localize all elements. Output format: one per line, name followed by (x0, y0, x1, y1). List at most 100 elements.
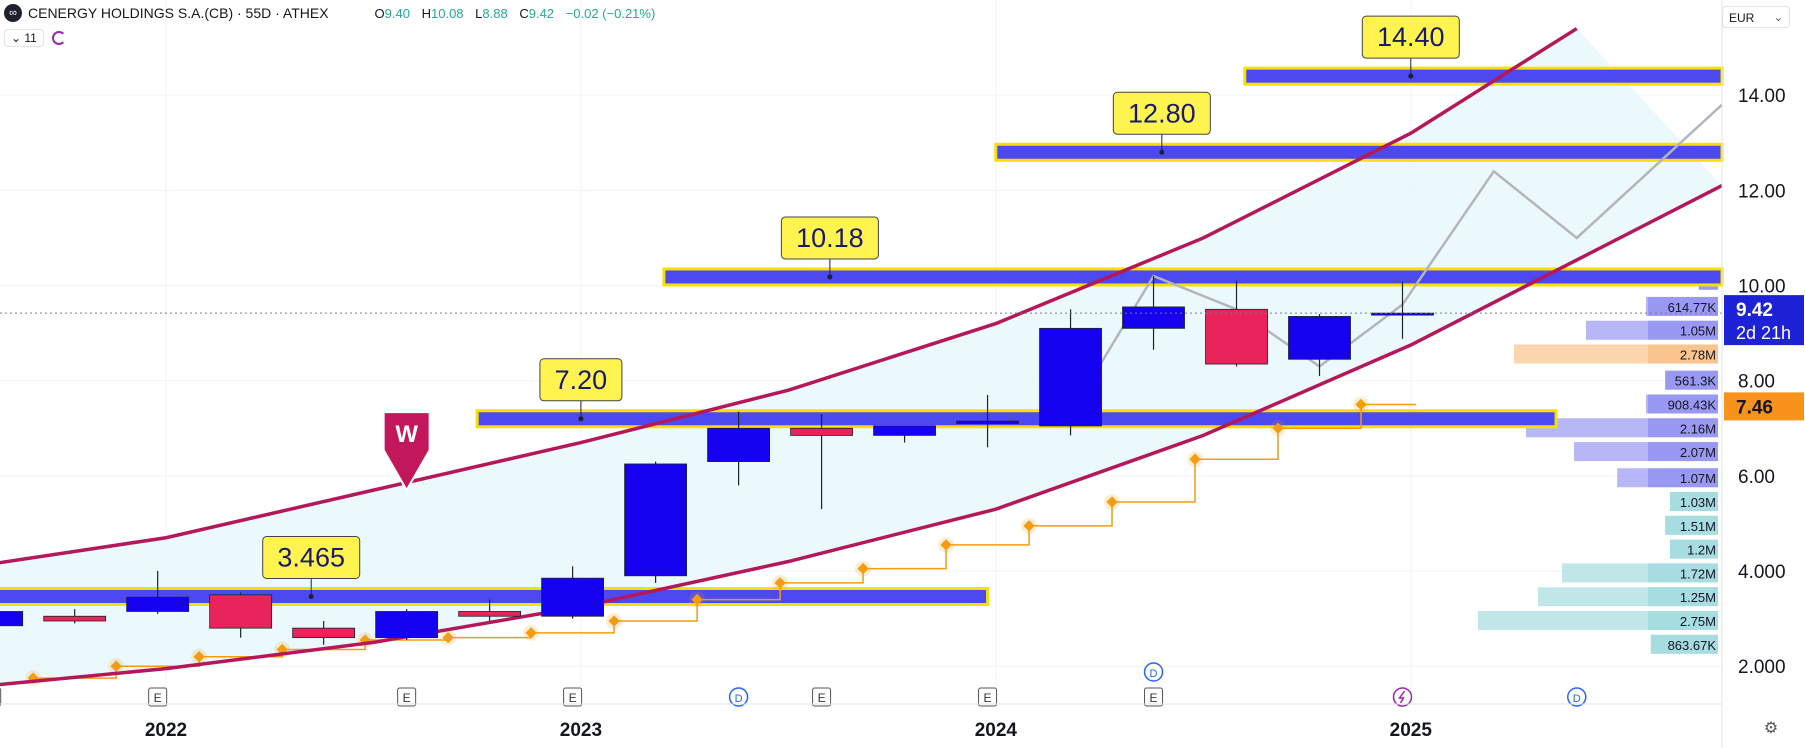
trail-diamond (1023, 520, 1035, 532)
volume-profile-bar-core (1648, 442, 1718, 462)
earnings-event-icon (978, 687, 998, 707)
earnings-event-icon (563, 687, 583, 707)
channel-lower-line (0, 184, 1723, 687)
split-event-icon (1392, 687, 1413, 707)
projection-path (1069, 103, 1723, 415)
candle-body (1039, 327, 1102, 427)
symbol-title[interactable]: CENERGY HOLDINGS S.A.(CB) · 55D · ATHEX (28, 5, 329, 21)
earnings-event-label: E (569, 691, 577, 705)
indicator-toolbar: ⌄ 11 (4, 28, 66, 48)
trail-diamond (1106, 496, 1118, 508)
earnings-event-icon (812, 687, 832, 707)
indicators-toggle[interactable]: ⌄ 11 (4, 29, 44, 47)
candle-body (707, 427, 770, 462)
level-anchor-dot (1159, 149, 1165, 155)
level-label: 12.80 (1128, 98, 1196, 128)
candle-body (458, 611, 522, 617)
secondary-price-value: 7.46 (1736, 397, 1773, 418)
level-label-box (539, 358, 623, 402)
level-anchor-dot (308, 593, 314, 599)
volume-profile-label: 1.07M (1680, 471, 1716, 486)
level-label-box (1361, 15, 1460, 59)
x-tick-label: 2022 (145, 720, 187, 741)
y-tick-label: 14.00 (1738, 86, 1786, 107)
volume-profile-label: 1.2M (1687, 543, 1716, 558)
volume-profile-bar-core (1670, 539, 1718, 559)
volume-profile-label: 1.05M (1680, 324, 1716, 339)
candle-body (43, 615, 107, 622)
level-label-box (780, 216, 879, 260)
level-label: 14.40 (1377, 22, 1445, 52)
x-tick-label: 2023 (560, 720, 602, 741)
dividend-event-icon (728, 687, 749, 707)
candle-body (1205, 308, 1268, 365)
candle-body (873, 425, 936, 436)
ohlc-readout: O9.40 H10.08 L8.88 C9.42 −0.02 (−0.21%) (374, 5, 656, 21)
refresh-icon[interactable] (51, 31, 66, 45)
y-tick-label: 6.00 (1738, 467, 1775, 488)
trail-diamond (525, 627, 537, 639)
dividend-event-label: D (1573, 693, 1581, 705)
trail-diamond (1272, 422, 1284, 434)
gear-icon[interactable]: ⚙ (1763, 720, 1779, 737)
earnings-event-label: E (1150, 691, 1158, 705)
volume-profile-bar-core (1670, 492, 1718, 512)
volume-profile-label: 908.43K (1668, 397, 1717, 412)
candle-body (624, 463, 688, 577)
earnings-event-icon (0, 687, 2, 707)
volume-profile-label: 2.75M (1680, 614, 1716, 629)
y-tick-label: 10.00 (1738, 277, 1786, 298)
candle-body (375, 611, 439, 639)
x-tick-label: 2025 (1390, 720, 1433, 741)
signal-marker-label: W (395, 421, 418, 448)
y-tick-label: 12.00 (1738, 181, 1786, 202)
volume-profile-bar-core (1648, 587, 1718, 607)
volume-profile-label: 614.77K (1668, 300, 1717, 315)
volume-profile-bar-core (1648, 611, 1718, 630)
dividend-event-icon (1567, 687, 1587, 707)
level-label: 7.20 (555, 365, 608, 395)
level-zone (475, 409, 1558, 429)
level-anchor-dot (827, 274, 833, 280)
candle-body (1288, 316, 1351, 360)
currency-selector[interactable]: EUR ⌄ (1722, 6, 1790, 28)
volume-profile-label: 561.3K (1675, 374, 1717, 389)
volume-profile-bar-core (1650, 634, 1718, 654)
trail-diamond (1189, 453, 1201, 465)
earnings-event-icon (1144, 687, 1164, 707)
dividend-event-label: D (1150, 668, 1158, 680)
trail-diamond (193, 651, 205, 663)
level-anchor-dot (578, 416, 584, 422)
candle-body (790, 427, 853, 436)
volume-profile-bar-core (1648, 468, 1718, 488)
volume-profile-bar-core (1648, 418, 1718, 438)
candle-body (292, 627, 356, 639)
earnings-event-label: E (154, 691, 162, 705)
candle-body (1371, 312, 1434, 316)
trail-diamond (857, 562, 869, 575)
channel-fill (0, 28, 1722, 685)
last-price-value: 9.42 (1736, 300, 1773, 321)
candle-body (956, 420, 1019, 424)
infinity-icon: ∞ (4, 4, 22, 22)
y-tick-label: 8.00 (1738, 372, 1775, 393)
signal-marker (382, 411, 431, 493)
x-tick-label: 2024 (975, 720, 1018, 741)
trail-diamond (774, 577, 786, 589)
chevron-down-icon: ⌄ (1773, 12, 1783, 24)
volume-profile-label: 2.78M (1680, 348, 1716, 363)
earnings-event-label: E (818, 691, 826, 705)
volume-profile-bar-core (1648, 394, 1718, 414)
earnings-event-icon (148, 687, 168, 707)
volume-profile-bar-core (1648, 296, 1718, 316)
volume-profile-bar-core (1648, 563, 1718, 583)
volume-profile-label: 1.72M (1680, 566, 1716, 581)
level-label-box (262, 535, 361, 579)
last-price-tag (1724, 295, 1804, 346)
earnings-event-label: E (984, 691, 992, 705)
secondary-price-tag (1724, 392, 1804, 421)
volume-profile-bar-core (1665, 370, 1718, 390)
volume-profile-label: 863.67K (1668, 638, 1717, 653)
volume-profile-label: 1.51M (1680, 519, 1716, 534)
